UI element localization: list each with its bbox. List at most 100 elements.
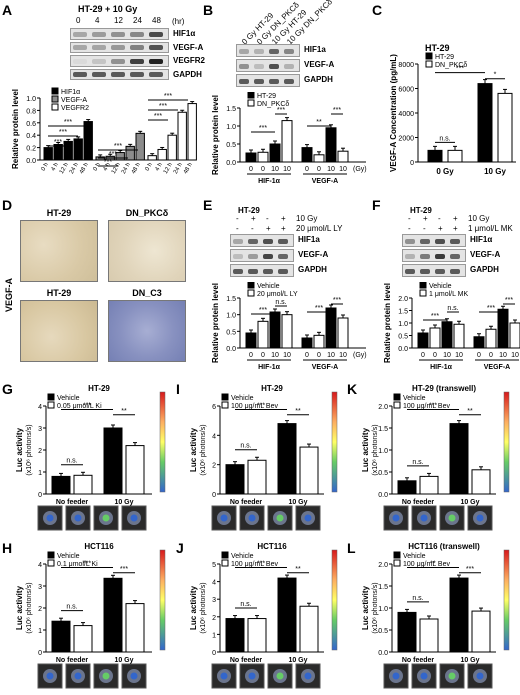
panel-b-chart: 0.0 0.5 1.0 1.5 Relative protein level HT-29D… — [211, 92, 367, 185]
legend-swatch — [247, 282, 255, 289]
legend-swatch — [47, 551, 55, 559]
x-tick-label: 0 — [477, 352, 481, 359]
y-tick-label: 1 — [38, 470, 42, 477]
panel-e-blot: HIF1a VEGF-A GAPDH — [230, 234, 328, 280]
legend-swatch — [47, 393, 55, 401]
bar — [429, 327, 441, 349]
sig-label: *** — [259, 307, 267, 314]
bar — [497, 308, 509, 349]
time-label: 24 — [133, 16, 142, 25]
blot-label: HIF1a — [298, 235, 320, 244]
luc-image-signal — [46, 672, 54, 680]
luc-image-signal — [130, 672, 138, 680]
panel-f-treatment-signs: - + - +10 Gy - - + +1 μmol/L MK — [402, 214, 520, 236]
y-tick-label: 2 — [38, 606, 42, 613]
blot-band — [73, 58, 87, 64]
legend-label: VEGF-A — [61, 97, 87, 104]
sig-label: *** — [505, 297, 513, 304]
sig-label: *** — [257, 403, 265, 410]
legend-label: 1 μmol/L MK — [429, 291, 469, 298]
treatment-label: 20 μmol/L LY — [296, 224, 343, 233]
chart-title: HCT116 — [84, 542, 114, 551]
sig-label: *** — [277, 107, 285, 114]
blot-band — [278, 238, 288, 244]
group-label: 10 Gy — [288, 657, 307, 664]
legend-swatch — [47, 559, 55, 567]
bar — [225, 618, 245, 653]
x-unit: (Gy) — [353, 166, 367, 173]
blot-band — [130, 45, 144, 51]
panel-d-title-3: HT-29 — [46, 288, 72, 298]
x-tick-label: 10 — [339, 352, 347, 359]
blot-band — [284, 63, 294, 69]
panel-f-letter: F — [372, 197, 381, 213]
sign: - — [438, 214, 441, 223]
x-tick-label: 0 — [261, 352, 265, 359]
x-tick-label: 0 — [317, 352, 321, 359]
luc-image-signal — [420, 672, 428, 680]
group-label: No feeder — [56, 499, 89, 506]
blot-band — [239, 63, 249, 69]
legend-label: HIF1α — [61, 89, 80, 96]
bar — [63, 140, 73, 161]
chart-title: HT-29 — [88, 384, 110, 393]
blot-band — [284, 48, 294, 54]
blot-band — [248, 238, 258, 244]
bar — [43, 147, 53, 161]
y-tick-label: 0.0 — [226, 346, 236, 353]
legend-swatch — [393, 393, 401, 401]
bar — [441, 321, 453, 349]
panel-k-chart: HT-29 (transwell) 0.0 0.5 1.0 1.5 2.0 Luc acti… — [361, 384, 510, 531]
group-label: 10 Gy — [460, 657, 479, 664]
luc-image-signal — [220, 672, 228, 680]
legend-label: 100 μg/mL Bev — [403, 561, 450, 568]
x-tick-label: 24 h — [69, 162, 80, 175]
y-tick-label: 0.0 — [378, 650, 388, 657]
y-tick-label: 1.5 — [226, 106, 236, 113]
bar — [277, 423, 297, 495]
bar — [313, 154, 325, 163]
blot-band — [149, 45, 163, 51]
sig-label: ** — [121, 408, 127, 415]
legend-label: Vehicle — [429, 283, 452, 290]
micrograph-ht29-top — [20, 220, 98, 282]
color-scale-bar — [503, 391, 510, 493]
legend-label: 20 μmol/L LY — [257, 291, 298, 298]
y-tick-label: 3 — [38, 584, 42, 591]
color-scale-bar — [331, 549, 338, 651]
bar — [337, 150, 349, 163]
y-tick-label: 8000 — [398, 62, 414, 69]
panel-l-letter: L — [347, 540, 356, 556]
group-label: VEGF-A — [484, 364, 510, 371]
legend-swatch — [51, 103, 59, 111]
blot-band — [73, 72, 87, 78]
y-tick-label: 0.0 — [398, 346, 408, 353]
sig-label: *** — [159, 103, 167, 110]
y-tick-label: 2.0 — [398, 296, 408, 303]
sign: - — [251, 224, 254, 233]
panel-e-chart: 0.0 0.5 1.0 1.5 Relative protein level Vehicl… — [211, 282, 367, 371]
panel-f-title: HT-29 — [410, 206, 432, 215]
group-label: No feeder — [402, 657, 435, 664]
luc-image-signal — [276, 514, 284, 522]
y-tick-label: 0.5 — [226, 142, 236, 149]
blot-band — [254, 63, 264, 69]
bar — [51, 475, 71, 495]
blot-band — [450, 268, 460, 274]
x-tick-label: 4 h — [103, 162, 112, 172]
bar — [449, 577, 469, 653]
panel-a-time-labels: 0 4 12 24 48 — [70, 16, 175, 28]
luc-image-thumbnail — [411, 663, 437, 689]
legend-swatch — [393, 559, 401, 567]
luc-image-signal — [220, 514, 228, 522]
panel-h-chart: HCT116 0 1 2 3 4 Luc activity (x10⁶ photons/s) V… — [15, 542, 166, 689]
bar — [269, 311, 281, 349]
bar — [73, 474, 93, 495]
legend-swatch — [393, 401, 401, 409]
bar — [269, 143, 281, 163]
luc-image-signal — [476, 514, 484, 522]
bar — [301, 337, 313, 349]
sig-label: *** — [456, 66, 464, 73]
